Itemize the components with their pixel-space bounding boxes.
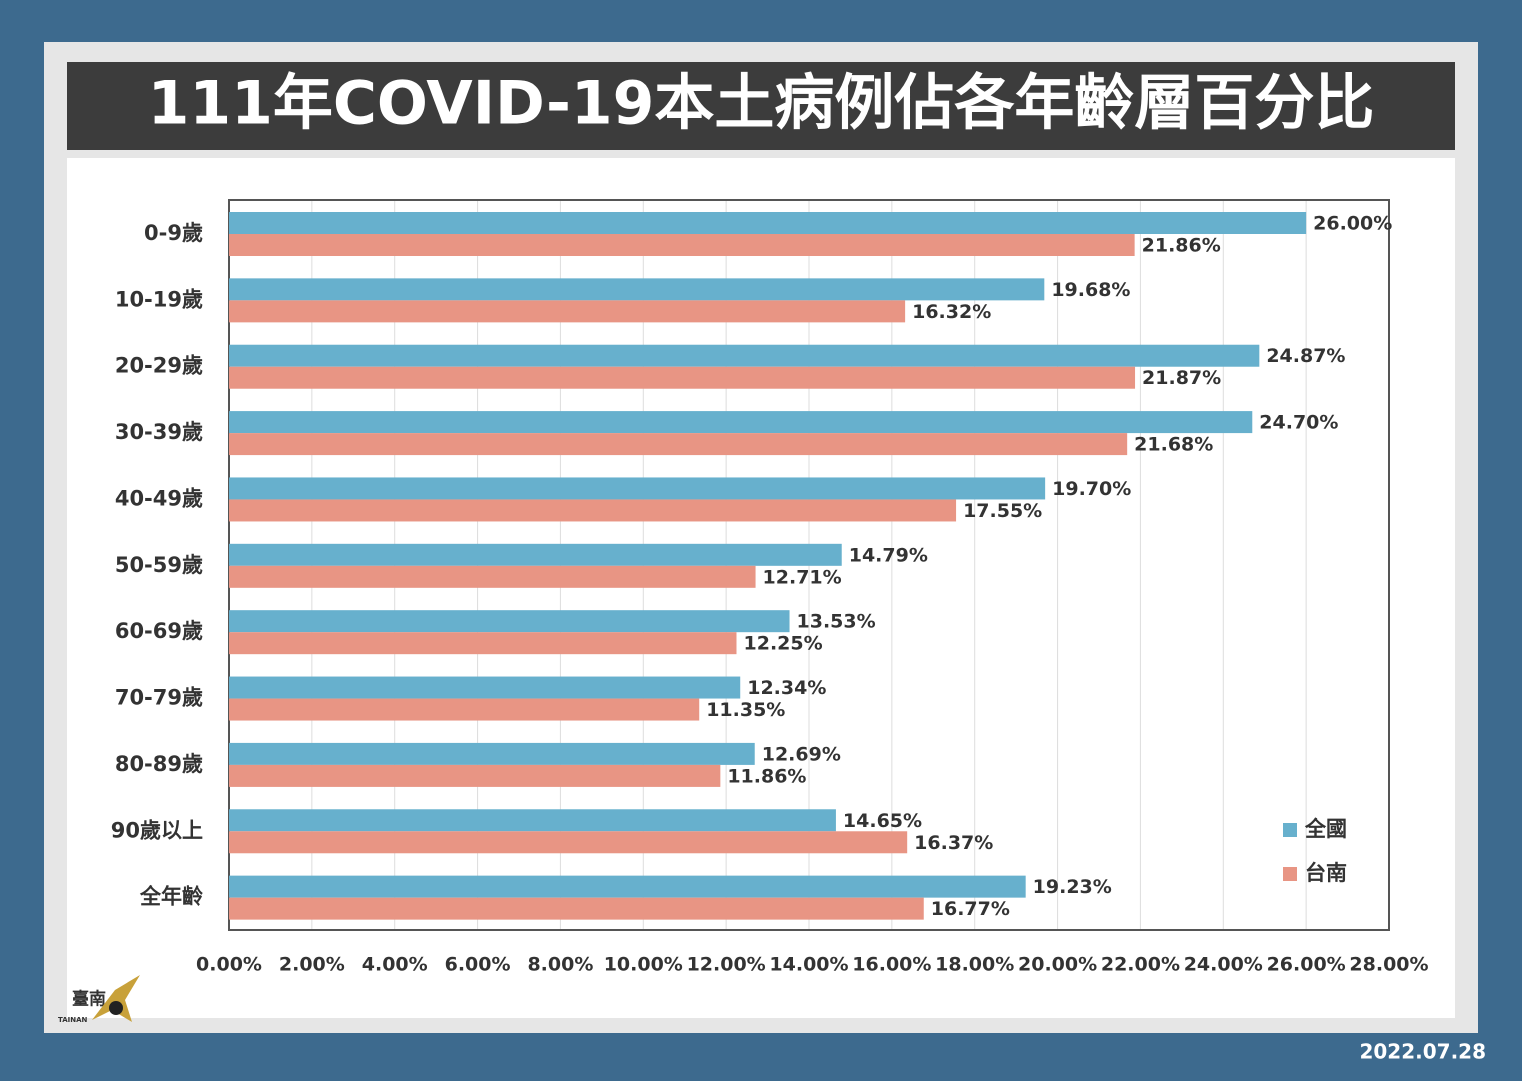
bar <box>229 764 721 787</box>
title-bar <box>67 62 1455 150</box>
bar <box>229 742 755 765</box>
value-label: 17.55% <box>963 500 1042 522</box>
y-tick-label: 全年齡 <box>139 885 203 909</box>
bar <box>229 897 924 920</box>
legend-label: 全國 <box>1304 817 1347 841</box>
bar <box>229 366 1136 389</box>
y-tick-label: 70-79歲 <box>115 686 203 710</box>
y-tick-label: 20-29歲 <box>115 354 203 378</box>
bar <box>229 477 1046 500</box>
legend-label: 台南 <box>1305 861 1347 885</box>
x-tick-label: 10.00% <box>604 954 683 976</box>
x-tick-label: 16.00% <box>852 954 931 976</box>
chart-title: 111年COVID-19本土病例佔各年齡層百分比 <box>148 69 1375 139</box>
x-tick-label: 4.00% <box>362 954 428 976</box>
logo-mark <box>92 975 140 1022</box>
value-label: 14.65% <box>843 810 922 832</box>
legend-swatch <box>1283 867 1297 881</box>
x-tick-label: 6.00% <box>445 954 511 976</box>
value-label: 19.70% <box>1052 478 1131 500</box>
value-label: 26.00% <box>1313 213 1392 235</box>
bar <box>229 809 836 832</box>
value-label: 21.87% <box>1142 367 1221 389</box>
bar <box>229 234 1135 256</box>
bar <box>229 632 737 655</box>
value-label: 12.71% <box>763 566 842 588</box>
date: 2022.07.28 <box>1359 1040 1486 1064</box>
y-tick-label: 90歲以上 <box>111 818 203 842</box>
value-label: 16.37% <box>914 832 993 854</box>
bar <box>229 831 908 854</box>
value-label: 16.32% <box>912 301 991 323</box>
x-tick-label: 22.00% <box>1101 954 1180 976</box>
bar <box>229 698 700 721</box>
logo-subtext: TAINAN <box>58 1016 88 1024</box>
logo-text: 臺南 <box>72 989 106 1010</box>
bar <box>229 344 1260 367</box>
x-tick-label: 2.00% <box>279 954 345 976</box>
y-tick-label: 40-49歲 <box>115 486 203 510</box>
value-label: 21.68% <box>1134 434 1213 456</box>
x-tick-label: 14.00% <box>769 954 848 976</box>
value-label: 12.34% <box>747 677 826 699</box>
x-tick-label: 18.00% <box>935 954 1014 976</box>
value-label: 11.86% <box>727 765 806 787</box>
bar <box>229 676 741 699</box>
value-label: 13.53% <box>797 611 876 633</box>
value-label: 24.87% <box>1266 345 1345 367</box>
value-label: 21.86% <box>1142 235 1221 257</box>
y-tick-label: 0-9歲 <box>144 221 203 245</box>
value-label: 12.69% <box>762 743 841 765</box>
logo-dot <box>109 1001 123 1015</box>
value-label: 19.68% <box>1051 279 1130 301</box>
value-label: 24.70% <box>1259 412 1338 434</box>
bar <box>229 433 1128 456</box>
bar <box>229 499 957 522</box>
y-tick-label: 30-39歲 <box>115 420 203 444</box>
x-tick-label: 24.00% <box>1184 954 1263 976</box>
bar <box>229 212 1307 234</box>
value-label: 12.25% <box>744 633 823 655</box>
y-tick-label: 80-89歲 <box>115 752 203 776</box>
legend-swatch <box>1283 823 1297 837</box>
value-label: 19.23% <box>1033 876 1112 898</box>
bar <box>229 300 906 323</box>
y-tick-label: 50-59歲 <box>115 553 203 577</box>
x-tick-label: 28.00% <box>1349 954 1428 976</box>
bar <box>229 278 1045 301</box>
y-tick-label: 10-19歲 <box>115 287 203 311</box>
bar <box>229 411 1253 434</box>
x-tick-label: 20.00% <box>1018 954 1097 976</box>
value-label: 11.35% <box>706 699 785 721</box>
value-label: 16.77% <box>931 898 1010 920</box>
bar <box>229 875 1026 898</box>
bar <box>229 610 790 633</box>
x-tick-label: 26.00% <box>1267 954 1346 976</box>
value-label: 14.79% <box>849 544 928 566</box>
x-tick-label: 8.00% <box>527 954 593 976</box>
x-tick-label: 0.00% <box>196 954 262 976</box>
bar <box>229 565 756 588</box>
bar <box>229 543 842 566</box>
x-tick-label: 12.00% <box>687 954 766 976</box>
y-tick-label: 60-69歲 <box>115 619 203 643</box>
